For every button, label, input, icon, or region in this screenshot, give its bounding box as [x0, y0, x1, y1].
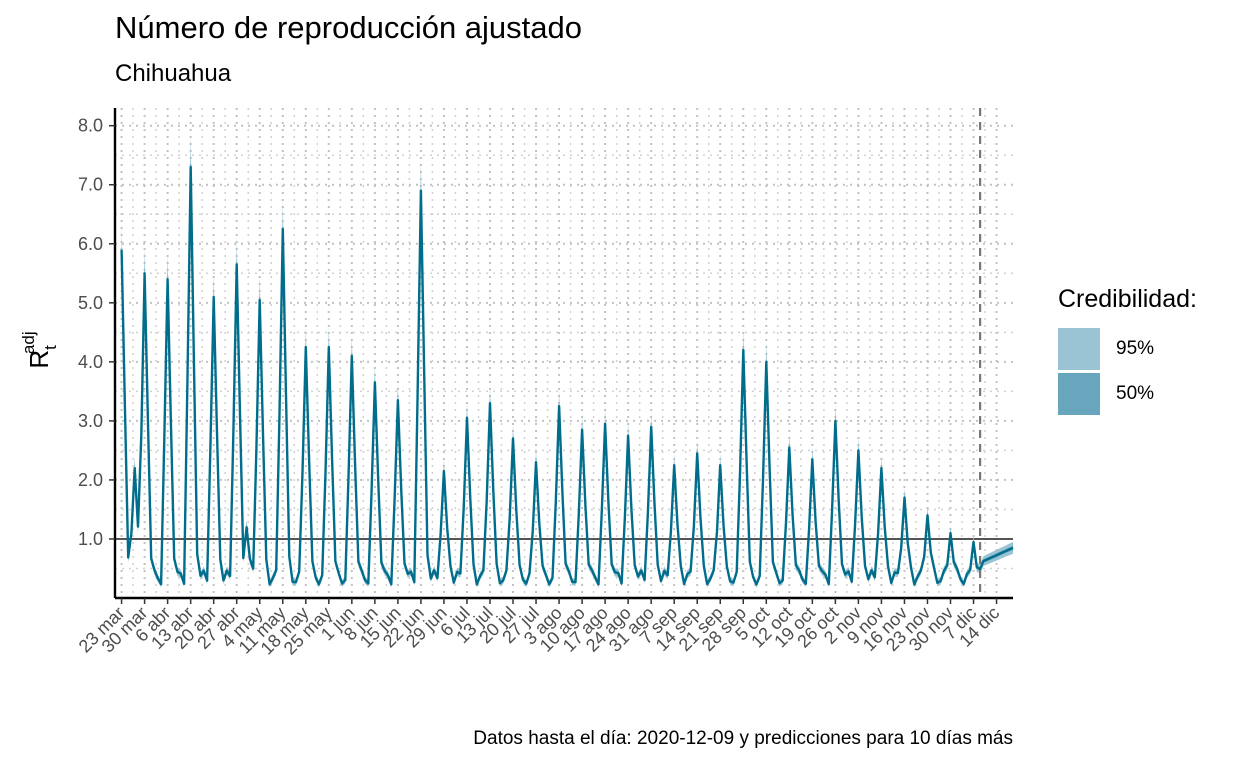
y-tick-label: 8.0	[78, 116, 103, 136]
y-axis-label-sup: adj	[19, 331, 38, 354]
y-tick-label: 7.0	[78, 175, 103, 195]
y-tick-label: 6.0	[78, 234, 103, 254]
svg-text:Rtadj: Rtadj	[19, 331, 60, 368]
rt-series-line	[120, 165, 1014, 586]
y-tick-label: 5.0	[78, 293, 103, 313]
y-tick-label: 4.0	[78, 352, 103, 372]
legend-item-95: 95%	[1058, 326, 1197, 371]
chart-subtitle: Chihuahua	[115, 60, 232, 87]
series-line-layer	[120, 108, 1014, 598]
y-axis-label: Rtadj	[19, 331, 60, 368]
legend-title: Credibilidad:	[1058, 285, 1197, 313]
y-axis-label-sub: t	[41, 345, 60, 350]
legend-label-50: 50%	[1116, 382, 1155, 404]
y-tick-label: 2.0	[78, 470, 103, 490]
legend-key-95	[1058, 327, 1100, 370]
y-tick-label: 3.0	[78, 411, 103, 431]
legend-label-95: 95%	[1116, 337, 1155, 359]
chart-title: Número de reproducción ajustado	[115, 10, 582, 45]
legend-item-50: 50%	[1058, 371, 1197, 416]
chart-caption: Datos hasta el día: 2020-12-09 y predicc…	[473, 728, 1013, 749]
legend-key-50	[1058, 372, 1100, 415]
legend: Credibilidad: 95% 50%	[1058, 285, 1197, 416]
y-tick-label: 1.0	[78, 529, 103, 549]
y-axis-label-main: R	[24, 350, 54, 369]
